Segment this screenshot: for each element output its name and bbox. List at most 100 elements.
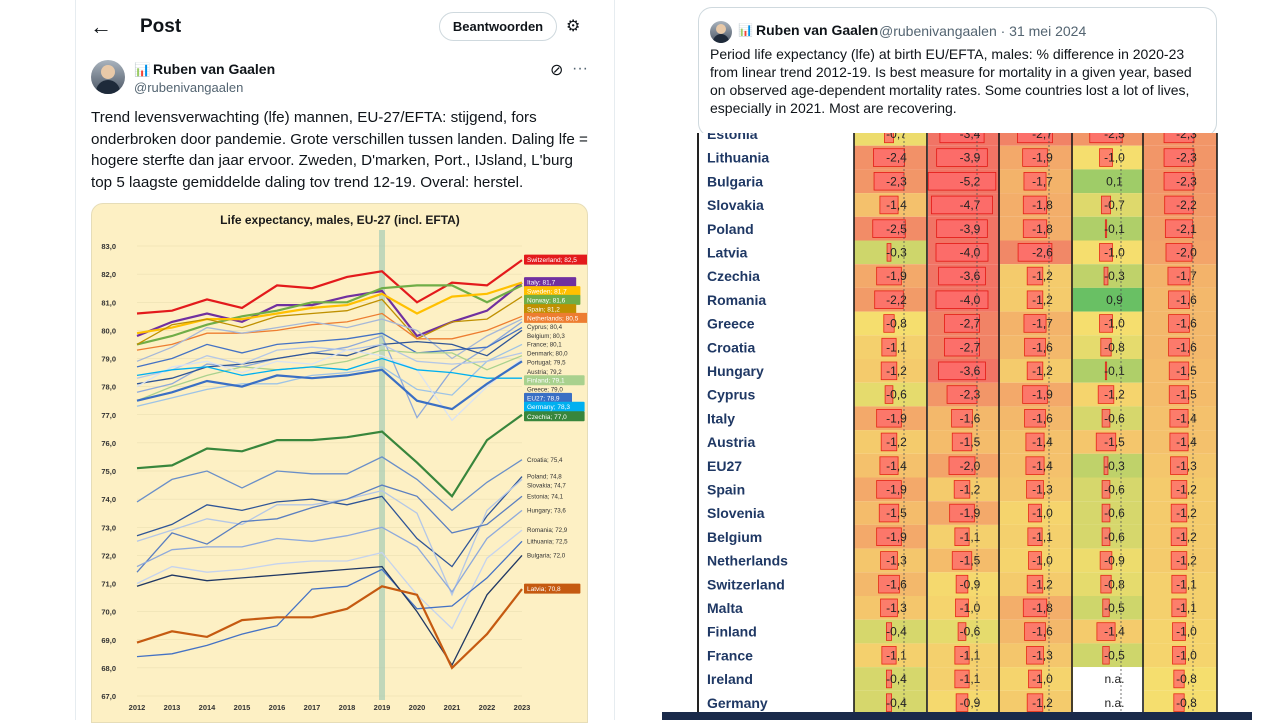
x-tick-label: 2016 (269, 703, 286, 712)
series-line-austria (136, 343, 523, 379)
series-line-france (136, 327, 523, 368)
data-bar (885, 622, 892, 641)
end-label-bulgaria: Bulgaria; 72,0 (527, 552, 566, 559)
cell-value: -1,0 (1176, 625, 1197, 639)
series-line-netherlands (136, 312, 523, 351)
cell-value: -1,1 (960, 530, 981, 544)
data-bar (1028, 503, 1042, 523)
data-bar (1173, 693, 1185, 712)
cell-value: -1,2 (960, 483, 981, 497)
data-bar (883, 314, 895, 333)
series-line-greece (136, 349, 523, 422)
cell-value: -1,2 (1104, 388, 1125, 402)
data-bar (884, 133, 894, 144)
x-tick-label: 2018 (339, 703, 356, 712)
cell-value: -0,8 (1104, 340, 1125, 354)
cell-value: -1,8 (1032, 198, 1053, 212)
quoted-post[interactable]: 📊 Ruben van Gaalen @rubenivangaalen · 31… (698, 7, 1217, 137)
end-label-spain: Spain; 81,2 (524, 304, 577, 315)
data-bar (1165, 243, 1193, 262)
cell-value: -1,4 (886, 459, 907, 473)
end-label-latvia: Latvia; 70,8 (524, 583, 581, 594)
cell-value: -0,6 (960, 625, 981, 639)
country-label: Germany (707, 695, 768, 711)
country-label: Netherlands (707, 553, 788, 569)
y-tick-label: 67,0 (101, 692, 116, 701)
y-tick-label: 80,0 (101, 326, 116, 335)
cell-value: -0,5 (1104, 648, 1125, 662)
data-bar (879, 195, 899, 215)
cell-value: -1,2 (1032, 269, 1053, 283)
data-bar (944, 314, 980, 333)
data-bar (927, 172, 997, 191)
avatar[interactable] (91, 60, 125, 94)
author-name[interactable]: Ruben van Gaalen (153, 61, 276, 77)
cell-value: -0,9 (1104, 554, 1125, 568)
quoted-author-handle-date: @rubenivangaalen · 31 mei 2024 (879, 23, 1087, 39)
data-bar (957, 622, 967, 641)
grok-icon[interactable]: ⊘ (550, 62, 564, 79)
svg-text:Cyprus; 80,4: Cyprus; 80,4 (527, 324, 563, 331)
data-bar (1168, 314, 1190, 333)
end-label-croatia: Croatia; 75,4 (527, 457, 563, 464)
end-label-austria: Austria; 79,2 (527, 369, 562, 376)
data-bar (1099, 314, 1113, 333)
data-bar (1104, 219, 1108, 238)
cell-value: -0,1 (1104, 222, 1125, 236)
cell-value: -0,4 (886, 672, 907, 686)
avatar[interactable] (710, 21, 732, 43)
end-label-switzerland: Switzerland; 82,5 (524, 254, 587, 265)
cell-value: -1,5 (1104, 435, 1125, 449)
country-label: Hungary (707, 363, 764, 379)
x-tick-label: 2022 (479, 703, 496, 712)
cell-value: -1,5 (960, 554, 981, 568)
reply-button[interactable]: Beantwoorden (439, 12, 557, 41)
country-label: Cyprus (707, 387, 755, 403)
country-label: Poland (707, 221, 754, 237)
cell-value: -1,3 (1032, 648, 1053, 662)
cell-value: -2,3 (1176, 151, 1197, 165)
author-handle[interactable]: @rubenivangaalen (134, 80, 244, 95)
cell-value: -0,7 (1104, 198, 1125, 212)
cell-value: -0,4 (886, 625, 907, 639)
line-chart-image[interactable]: Life expectancy, males, EU-27 (incl. EFT… (91, 203, 588, 723)
country-label: EU27 (707, 458, 742, 474)
country-label: Romania (707, 292, 766, 308)
cell-value: -2,5 (1104, 133, 1125, 141)
svg-text:Bulgaria; 72,0: Bulgaria; 72,0 (527, 552, 566, 559)
heat-cell (1073, 667, 1144, 691)
cell-value: -1,4 (1032, 459, 1053, 473)
quoted-author-name[interactable]: Ruben van Gaalen (756, 22, 879, 38)
country-label: Switzerland (707, 576, 785, 592)
svg-text:Netherlands; 80,5: Netherlands; 80,5 (527, 315, 579, 322)
back-arrow-icon[interactable]: ← (90, 14, 112, 39)
data-bar (1170, 456, 1188, 475)
data-bar (953, 480, 971, 499)
heat-cell (1073, 453, 1144, 478)
data-bar (1102, 598, 1110, 618)
cell-value: -0,3 (886, 246, 907, 260)
data-bar (1170, 480, 1188, 499)
data-bar (872, 219, 906, 238)
x-tick-label: 2021 (444, 703, 461, 712)
cell-value: -0,8 (1104, 577, 1125, 591)
cell-value: -0,3 (1104, 269, 1125, 283)
more-options-icon[interactable]: ··· (572, 60, 588, 77)
cell-value: -1,9 (886, 483, 907, 497)
bar-chart-emoji-icon: 📊 (738, 23, 753, 37)
cell-value: -1,0 (1032, 554, 1053, 568)
series-line-hungary (136, 509, 523, 594)
data-bar (1095, 432, 1117, 452)
post-text: Trend levensverwachting (lfe) mannen, EU… (91, 109, 588, 191)
svg-text:EU27; 78,9: EU27; 78,9 (527, 395, 560, 402)
data-bar (1024, 622, 1046, 641)
cell-value: -2,2 (1176, 198, 1197, 212)
data-bar (1100, 337, 1112, 357)
cell-value: -1,8 (1032, 601, 1053, 615)
settings-sliders-icon[interactable]: ⚙ (566, 18, 581, 35)
cell-value: -1,9 (886, 530, 907, 544)
svg-text:Denmark; 80,0: Denmark; 80,0 (527, 350, 568, 357)
cell-value: -1,0 (1104, 317, 1125, 331)
heatmap-table-image[interactable]: Estonia -0,7 -3,4 -2,7 -2,5 -2,3 Lithuania -2,4… (697, 133, 1220, 713)
cell-value: -1,3 (1032, 483, 1053, 497)
